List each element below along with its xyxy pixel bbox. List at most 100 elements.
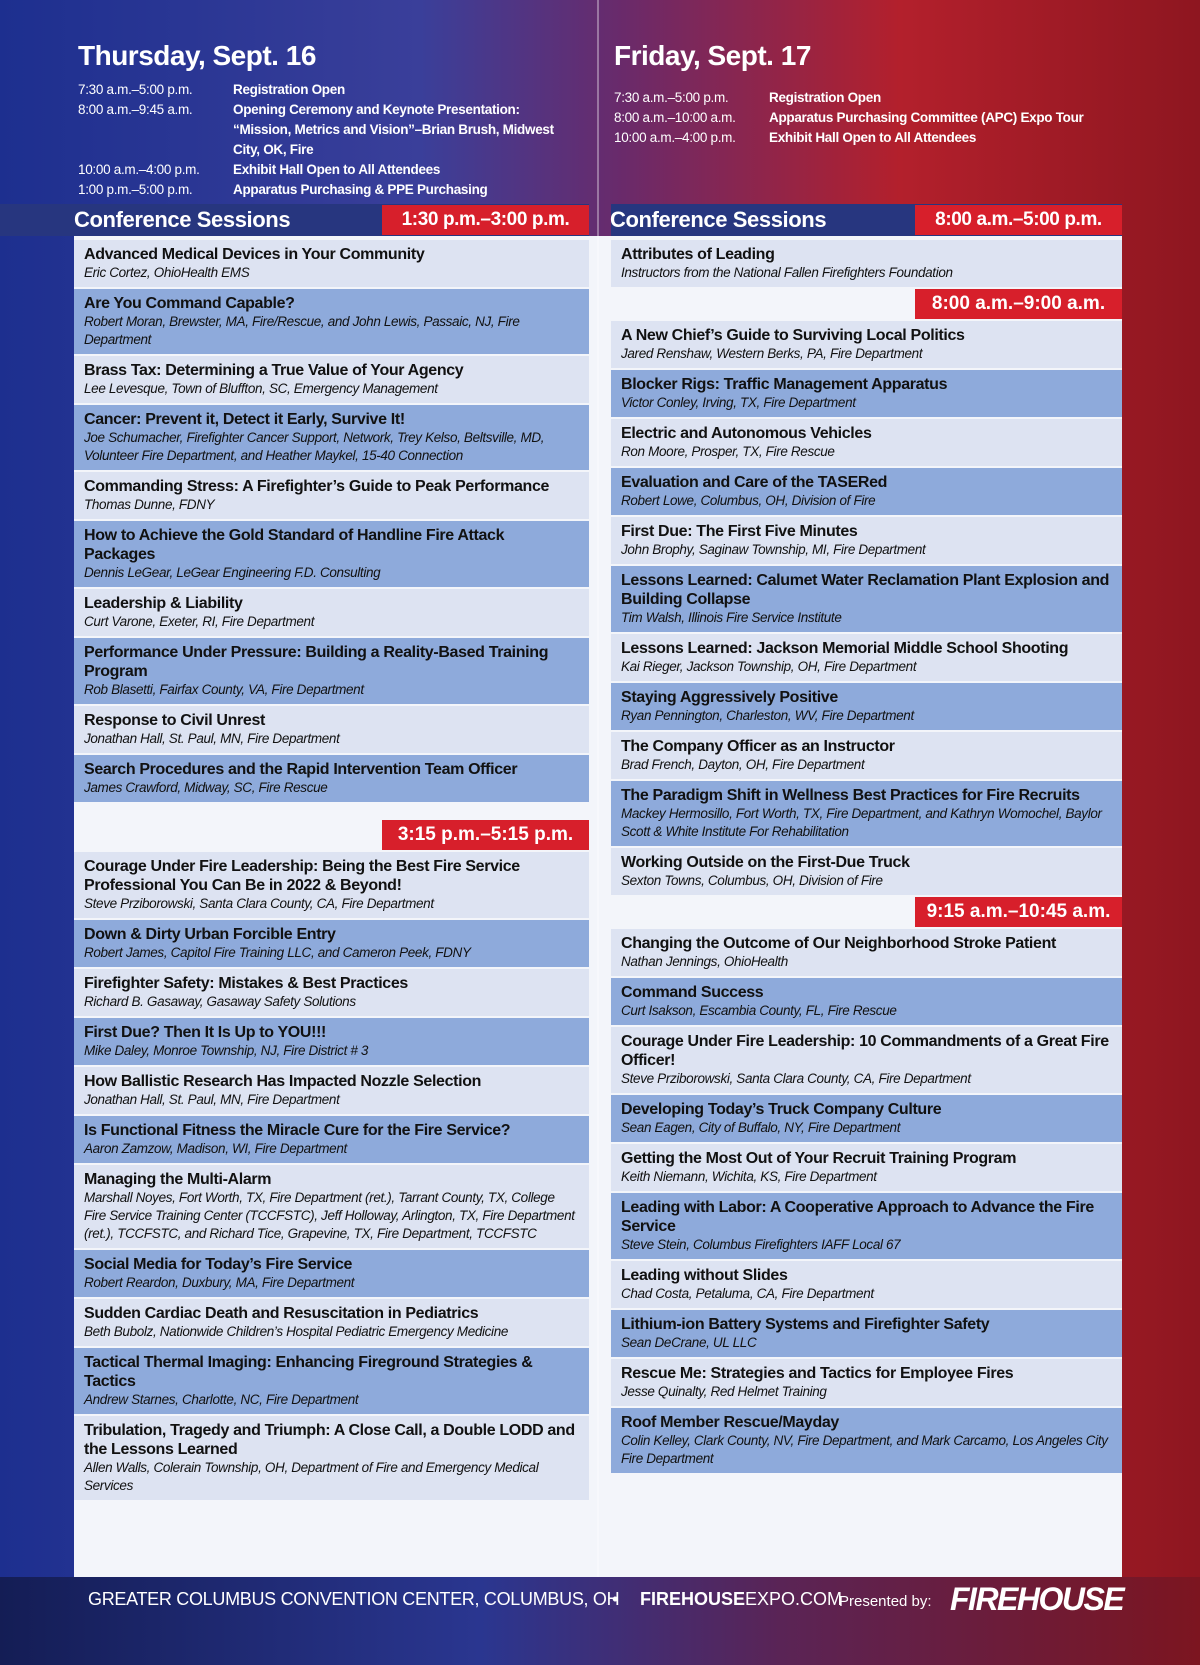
session-speaker: Mackey Hermosillo, Fort Worth, TX, Fire …	[621, 806, 1102, 839]
schedule-row: 8:00 a.m.–10:00 a.m. Apparatus Purchasing…	[614, 108, 1099, 128]
schedule-event: Registration Open	[769, 90, 881, 105]
session-speaker: Nathan Jennings, OhioHealth	[621, 954, 788, 969]
session: Courage Under Fire Leadership: Being the…	[74, 852, 589, 918]
session-title: Tribulation, Tragedy and Triumph: A Clos…	[84, 1422, 575, 1458]
session: Sudden Cardiac Death and Resuscitation i…	[74, 1299, 589, 1346]
schedule-time: 1:00 p.m.–5:00 p.m.	[78, 182, 193, 197]
sessions-heading: Conference Sessions	[74, 207, 291, 232]
session: First Due? Then It Is Up to YOU!!! Mike D…	[74, 1018, 589, 1065]
session-title: Down & Dirty Urban Forcible Entry	[84, 926, 336, 943]
session-speaker: Andrew Starnes, Charlotte, NC, Fire Depa…	[84, 1392, 359, 1407]
schedule-time: 10:00 a.m.–4:00 p.m.	[78, 162, 200, 177]
block-time: 3:15 p.m.–5:15 p.m.	[382, 820, 589, 850]
session-speaker: Beth Bubolz, Nationwide Children’s Hospi…	[84, 1324, 509, 1339]
schedule-row: 10:00 a.m.–4:00 p.m. Exhibit Hall Open to…	[78, 160, 563, 180]
session: Developing Today’s Truck Company Culture…	[611, 1095, 1122, 1142]
session-speaker: Robert Reardon, Duxbury, MA, Fire Depart…	[84, 1275, 355, 1290]
session-speaker: Colin Kelley, Clark County, NV, Fire Dep…	[621, 1433, 1108, 1466]
session-speaker: Steve Stein, Columbus Firefighters IAFF …	[621, 1237, 901, 1252]
session-title: Leading with Labor: A Cooperative Approa…	[621, 1199, 1094, 1235]
session-title: Roof Member Rescue/Mayday	[621, 1414, 839, 1431]
schedule-time: 8:00 a.m.–9:45 a.m.	[78, 102, 193, 117]
session: How Ballistic Research Has Impacted Nozz…	[74, 1067, 589, 1114]
session-speaker: Jonathan Hall, St. Paul, MN, Fire Depart…	[84, 731, 340, 746]
session: Brass Tax: Determining a True Value of Y…	[74, 356, 589, 403]
schedule-time: 8:00 a.m.–10:00 a.m.	[614, 110, 736, 125]
day-header: Thursday, Sept. 16 7:30 a.m.–5:00 p.m. Reg…	[78, 40, 563, 220]
footer: GREATER COLUMBUS CONVENTION CENTER, COLU…	[0, 1577, 1200, 1665]
sessions-heading: Conference Sessions	[610, 207, 827, 232]
schedule-time: 10:00 a.m.–4:00 p.m.	[614, 130, 736, 145]
session-speaker: Rob Blasetti, Fairfax County, VA, Fire D…	[84, 682, 364, 697]
session-title: Working Outside on the First-Due Truck	[621, 854, 910, 871]
schedule-time: 7:30 a.m.–5:00 p.m.	[614, 90, 729, 105]
session-title: Getting the Most Out of Your Recruit Tra…	[621, 1150, 1017, 1167]
session-speaker: Tim Walsh, Illinois Fire Service Institu…	[621, 610, 842, 625]
session: Managing the Multi-Alarm Marshall Noyes, …	[74, 1165, 589, 1248]
session-speaker: John Brophy, Saginaw Township, MI, Fire …	[621, 542, 926, 557]
session: Lessons Learned: Calumet Water Reclamati…	[611, 566, 1122, 632]
schedule-time: 7:30 a.m.–5:00 p.m.	[78, 82, 193, 97]
session: Leadership & Liability Curt Varone, Exete…	[74, 589, 589, 636]
session-speaker: James Crawford, Midway, SC, Fire Rescue	[84, 780, 328, 795]
session: The Company Officer as an Instructor Brad…	[611, 732, 1122, 779]
session-speaker: Chad Costa, Petaluma, CA, Fire Departmen…	[621, 1286, 874, 1301]
session: Blocker Rigs: Traffic Management Apparat…	[611, 370, 1122, 417]
session-title: Changing the Outcome of Our Neighborhood…	[621, 935, 1056, 952]
session-title: Leadership & Liability	[84, 595, 243, 612]
session: Search Procedures and the Rapid Interven…	[74, 755, 589, 802]
session-title: Brass Tax: Determining a True Value of Y…	[84, 362, 464, 379]
session-speaker: Mike Daley, Monroe Township, NJ, Fire Di…	[84, 1043, 369, 1058]
session-title: Firefighter Safety: Mistakes & Best Prac…	[84, 975, 408, 992]
sessions-bar: Conference Sessions 1:30 p.m.–3:00 p.m.	[0, 204, 589, 236]
session-speaker: Jesse Quinalty, Red Helmet Training	[621, 1384, 827, 1399]
session: First Due: The First Five Minutes John Br…	[611, 517, 1122, 564]
session-title: Attributes of Leading	[621, 246, 775, 263]
session: Courage Under Fire Leadership: 10 Comman…	[611, 1027, 1122, 1093]
session-speaker: Keith Niemann, Wichita, KS, Fire Departm…	[621, 1169, 877, 1184]
session-title: Cancer: Prevent it, Detect it Early, Sur…	[84, 411, 405, 428]
session-speaker: Sean DeCrane, UL LLC	[621, 1335, 757, 1350]
site-bold: FIREHOUSE	[640, 1589, 746, 1609]
site: FIREHOUSEEXPO.COM	[640, 1589, 842, 1610]
session-title: First Due: The First Five Minutes	[621, 523, 858, 540]
schedule-row: 7:30 a.m.–5:00 p.m. Registration Open	[614, 88, 1099, 108]
session: Social Media for Today’s Fire Service Rob…	[74, 1250, 589, 1297]
session: Working Outside on the First-Due Truck Se…	[611, 848, 1122, 895]
session-column: Attributes of Leading Instructors from th…	[611, 240, 1122, 1475]
session-title: Are You Command Capable?	[84, 295, 295, 312]
schedule-row: 10:00 a.m.–4:00 p.m. Exhibit Hall Open to…	[614, 128, 1099, 148]
session-column: Advanced Medical Devices in Your Communi…	[74, 240, 589, 1502]
schedule-event: Apparatus Purchasing Committee (APC) Exp…	[769, 110, 1084, 125]
session-title: Sudden Cardiac Death and Resuscitation i…	[84, 1305, 479, 1322]
session-speaker: Lee Levesque, Town of Bluffton, SC, Emer…	[84, 381, 438, 396]
session-speaker: Jared Renshaw, Western Berks, PA, Fire D…	[621, 346, 923, 361]
session-speaker: Brad French, Dayton, OH, Fire Department	[621, 757, 865, 772]
schedule-event: Opening Ceremony and Keynote Presentatio…	[233, 102, 554, 157]
session: Evaluation and Care of the TASERed Robert…	[611, 468, 1122, 515]
session: Attributes of Leading Instructors from th…	[611, 240, 1122, 287]
session: Command Success Curt Isakson, Escambia Co…	[611, 978, 1122, 1025]
session: Lessons Learned: Jackson Memorial Middle…	[611, 634, 1122, 681]
logo: FIREHOUSE	[950, 1581, 1125, 1617]
session: Firefighter Safety: Mistakes & Best Prac…	[74, 969, 589, 1016]
session-speaker: Eric Cortez, OhioHealth EMS	[84, 265, 250, 280]
session-speaker: Kai Rieger, Jackson Township, OH, Fire D…	[621, 659, 917, 674]
session-title: Lithium-ion Battery Systems and Firefigh…	[621, 1316, 990, 1333]
session-speaker: Aaron Zamzow, Madison, WI, Fire Departme…	[84, 1141, 347, 1156]
session: Changing the Outcome of Our Neighborhood…	[611, 929, 1122, 976]
session: Are You Command Capable? Robert Moran, Br…	[74, 289, 589, 354]
session-speaker: Dennis LeGear, LeGear Engineering F.D. C…	[84, 565, 381, 580]
day-date: Thursday, Sept. 16	[78, 40, 316, 71]
session-title: Social Media for Today’s Fire Service	[84, 1256, 353, 1273]
session-title: How Ballistic Research Has Impacted Nozz…	[84, 1073, 482, 1090]
column-divider	[597, 0, 599, 1577]
session: Is Functional Fitness the Miracle Cure f…	[74, 1116, 589, 1163]
session-title: Tactical Thermal Imaging: Enhancing Fire…	[84, 1354, 533, 1390]
session-speaker: Steve Prziborowski, Santa Clara County, …	[84, 896, 434, 911]
session-speaker: Sean Eagen, City of Buffalo, NY, Fire De…	[621, 1120, 901, 1135]
session-title: The Company Officer as an Instructor	[621, 738, 895, 755]
block-time: 9:15 a.m.–10:45 a.m.	[915, 897, 1122, 927]
session-title: How to Achieve the Gold Standard of Hand…	[84, 527, 505, 563]
